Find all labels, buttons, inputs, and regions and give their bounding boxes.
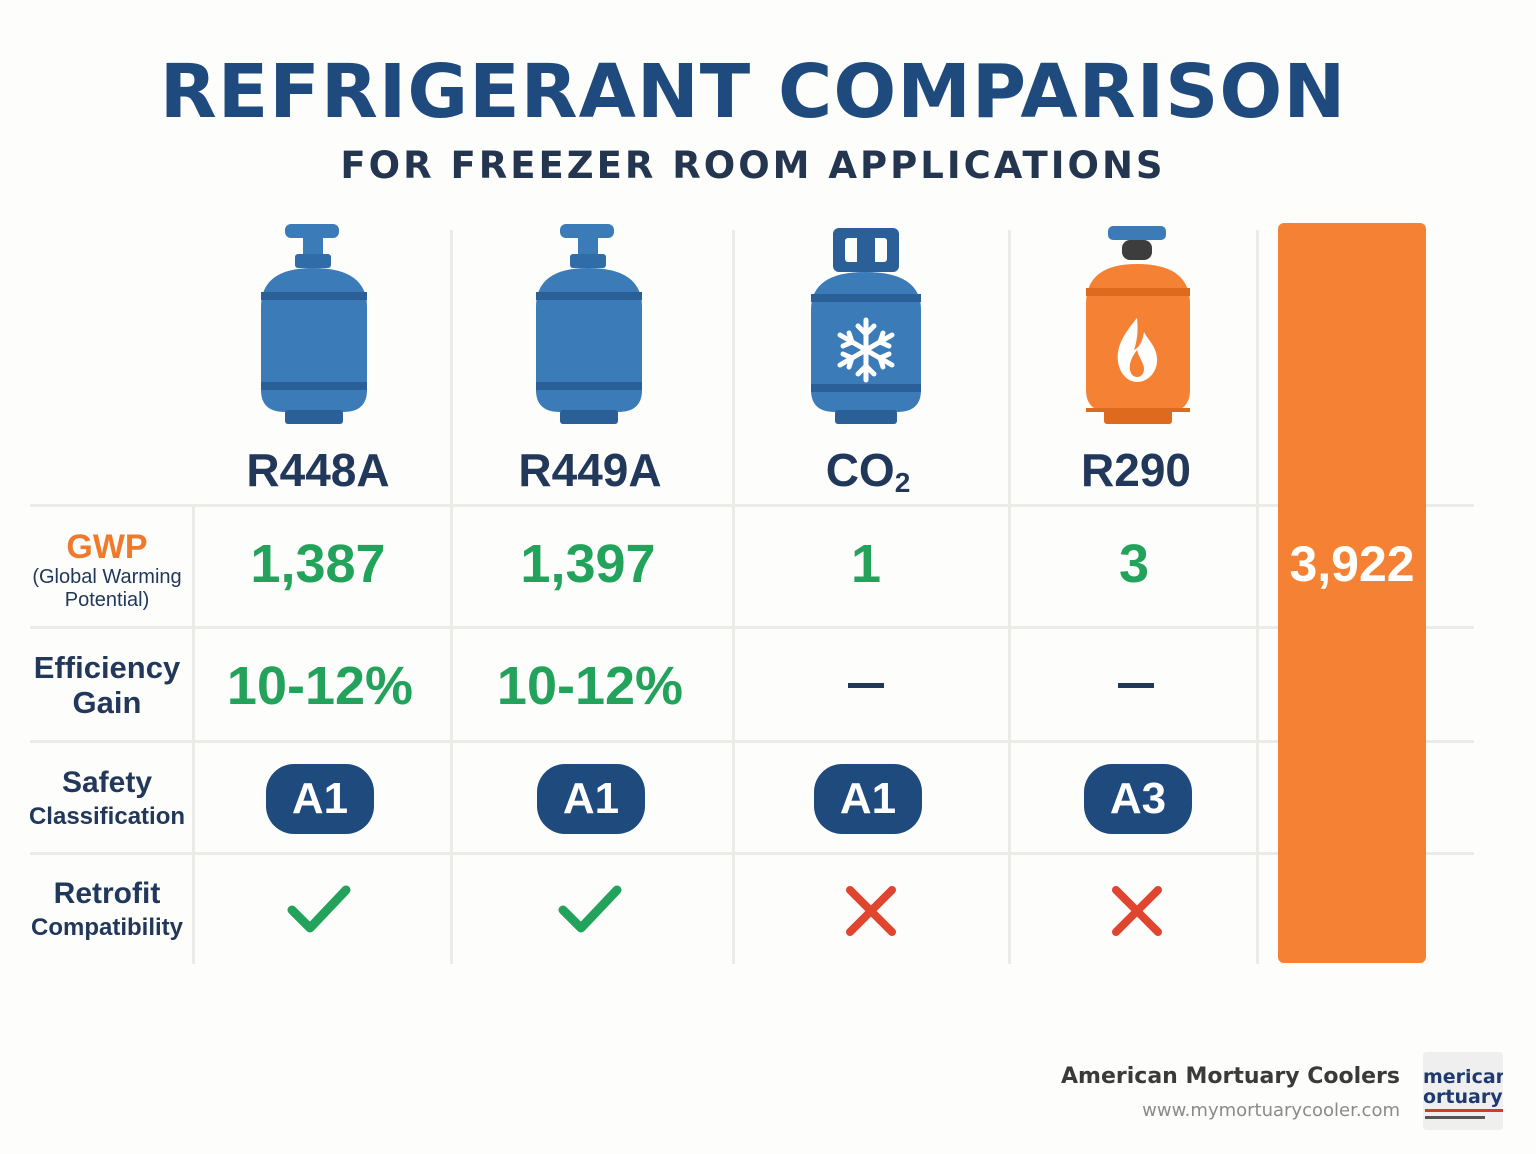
column-name-co2: CO2 [825,444,911,498]
row-label-efficiency: Efficiency Gain [33,650,181,720]
page-title: REFRIGERANT COMPARISON [159,49,1347,135]
highlight-column [1278,223,1426,963]
blue-gas-cylinder-icon [536,224,642,424]
column-name-r449a: R449A [518,444,662,496]
efficiency-value: 10-12% [226,656,414,716]
safety-badge: A3 [1084,764,1192,834]
divider [192,506,195,964]
gwp-value: 1,387 [250,534,386,594]
divider [732,230,735,964]
divider [1256,230,1259,964]
flame-cylinder-icon [1086,226,1190,424]
safety-badge: A1 [266,764,374,834]
divider [30,852,1474,855]
divider [450,230,453,964]
company-logo: merican ortuary [1423,1052,1503,1130]
row-label-retrofit: Retrofit Compatibility [30,877,183,941]
gwp-value: 3 [1118,534,1150,594]
check-icon [558,885,622,933]
column-name-r448a: R448A [246,444,390,496]
gwp-value: 1 [850,534,882,594]
x-icon [846,886,896,936]
safety-badge: A1 [537,764,645,834]
page-subtitle: FOR FREEZER ROOM APPLICATIONS [340,144,1166,187]
snowflake-cylinder-icon [811,228,921,424]
row-label-safety: Safety Classification [28,766,186,830]
divider [1008,230,1011,964]
company-url[interactable]: www.mymortuarycooler.com [1142,1100,1400,1121]
blue-gas-cylinder-icon [261,224,367,424]
efficiency-value-dash [848,683,884,688]
company-name: American Mortuary Coolers [1061,1064,1400,1089]
efficiency-value-dash [1118,683,1154,688]
row-label-gwp: GWP (Global Warming Potential) [32,528,182,611]
efficiency-value: 10-12% [496,656,684,716]
gwp-value: 1,397 [520,534,656,594]
divider [30,504,1474,507]
safety-badge: A1 [814,764,922,834]
x-icon [1112,886,1162,936]
divider [30,740,1474,743]
column-name-r290: R290 [1081,444,1191,496]
check-icon [287,885,351,933]
highlight-gwp-value: 3,922 [1289,536,1415,592]
divider [30,626,1474,629]
